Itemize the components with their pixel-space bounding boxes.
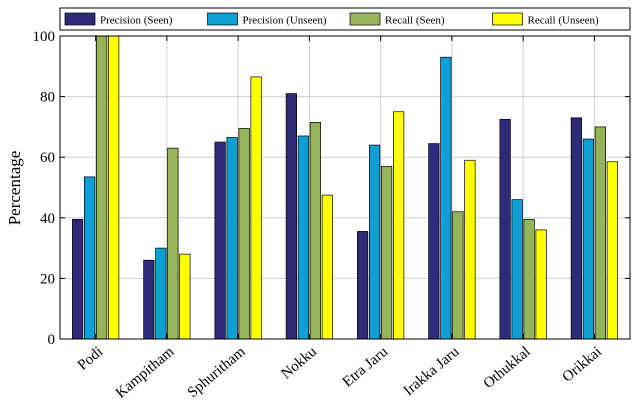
bar — [606, 161, 618, 340]
x-tick-label: Orikkai — [560, 344, 605, 386]
plot-frame — [59, 35, 631, 340]
bar — [167, 147, 179, 340]
x-tick-label: Nokku — [278, 343, 320, 382]
legend-box — [59, 7, 631, 31]
bar — [357, 231, 369, 340]
bar — [393, 111, 405, 340]
bar — [214, 141, 226, 340]
bar — [226, 137, 238, 340]
bar — [250, 76, 262, 340]
x-tick-label: Etra Jaru — [340, 343, 392, 390]
bar — [582, 138, 594, 340]
y-tick-label: 20 — [40, 271, 55, 287]
bar — [297, 135, 309, 340]
x-tick-label: Kampitham — [113, 344, 178, 402]
bar — [285, 93, 297, 340]
x-tick-label: Sphuritham — [185, 344, 249, 401]
bar — [369, 144, 381, 340]
bar — [499, 118, 511, 340]
x-tick-label: Irakka Jaru — [401, 343, 463, 399]
y-tick-label: 100 — [33, 29, 56, 45]
bar — [464, 159, 476, 340]
y-axis-label: Percentage — [5, 151, 24, 226]
bar-series — [72, 35, 618, 340]
legend-label: Precision (Unseen) — [243, 15, 327, 27]
bar — [570, 117, 582, 340]
bar — [309, 122, 321, 340]
bar — [72, 218, 84, 340]
y-tick-label: 60 — [40, 150, 55, 166]
y-tick-label: 0 — [48, 332, 56, 348]
bar — [535, 229, 547, 340]
y-tick-label: 80 — [40, 90, 55, 106]
bar — [428, 143, 440, 340]
legend-label: Recall (Seen) — [385, 15, 445, 27]
bar — [143, 259, 155, 340]
x-tick-label: Othukkal — [481, 344, 534, 392]
bar — [511, 199, 523, 340]
legend: Precision (Seen) Precision (Unseen) Recall… — [59, 7, 631, 31]
legend-label: Recall (Unseen) — [528, 15, 599, 27]
bar — [381, 165, 393, 340]
bar — [321, 194, 333, 340]
bar — [238, 128, 250, 340]
bar — [96, 35, 108, 340]
bar — [440, 56, 452, 340]
bar — [452, 211, 464, 340]
bar — [594, 126, 606, 340]
legend-label: Precision (Seen) — [100, 15, 173, 27]
y-tick-label: 40 — [40, 211, 55, 227]
x-tick-label: Podi — [75, 344, 106, 374]
y-axis-ticks: 0 20 40 60 80 100 — [33, 29, 630, 348]
bar — [155, 247, 167, 340]
legend-swatch — [349, 12, 381, 26]
bar — [523, 218, 535, 340]
legend-swatch — [492, 12, 523, 26]
bar — [108, 35, 120, 340]
bar — [179, 253, 191, 340]
legend-swatch — [64, 12, 96, 26]
legend-swatch — [207, 12, 238, 26]
bar — [84, 176, 96, 340]
x-axis-ticks: Podi Kampitham Sphuritham Nokku Etra Jaru Ira… — [75, 36, 605, 402]
